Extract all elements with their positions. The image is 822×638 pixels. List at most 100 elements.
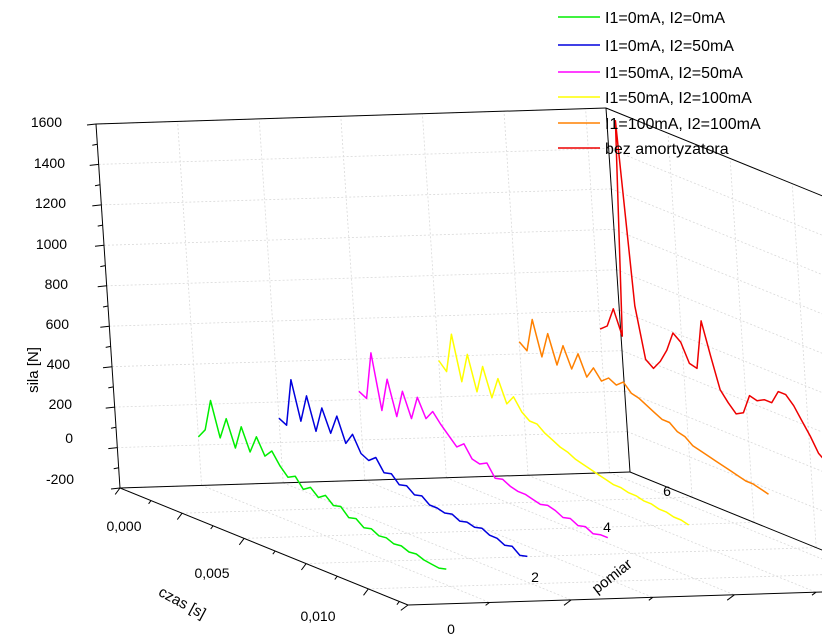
- series-lines: [197, 119, 822, 570]
- gridline: [791, 183, 817, 548]
- gridline: [283, 482, 572, 601]
- x-axis-title: czas [s]: [156, 584, 209, 623]
- z-tick-label: 600: [46, 316, 70, 332]
- y-tick-labels: 0 2 4 6: [447, 483, 671, 637]
- z-tick: [92, 143, 98, 146]
- y-tick-label: 2: [531, 569, 539, 585]
- y-tick: [485, 602, 490, 606]
- y-tick-label: 4: [603, 519, 611, 535]
- series-line: [197, 399, 447, 570]
- x-tick: [148, 500, 152, 505]
- x-tick: [396, 601, 400, 606]
- gridline: [201, 485, 490, 603]
- z-tick: [105, 345, 111, 348]
- gridline: [114, 390, 625, 408]
- gridline: [629, 471, 822, 551]
- z-tick-label: -200: [46, 471, 74, 487]
- gridline: [621, 350, 822, 433]
- gridline: [667, 133, 693, 498]
- gridline: [177, 121, 202, 486]
- x-tick: [176, 512, 183, 520]
- z-tick: [100, 265, 106, 268]
- gridline: [111, 350, 623, 368]
- x-tick: [334, 575, 338, 580]
- z-tick: [108, 386, 114, 389]
- x-tick: [210, 525, 214, 530]
- z-tick: [113, 467, 119, 470]
- x-tick-label: 0,005: [194, 565, 229, 581]
- legend-label: I1=0mA, I2=0mA: [605, 10, 725, 27]
- z-tick-label: 0: [65, 430, 73, 446]
- gridline: [527, 474, 817, 593]
- gridline: [103, 228, 615, 246]
- frame-edge: [629, 471, 822, 551]
- x-tick: [300, 563, 307, 571]
- series-line: [278, 378, 528, 558]
- z-tick: [94, 184, 101, 187]
- z-tick-label: 200: [49, 396, 73, 412]
- frame-edge: [407, 591, 822, 606]
- gridline: [98, 148, 609, 165]
- z-tick: [86, 123, 97, 126]
- gridline: [608, 148, 822, 236]
- x-tick: [238, 538, 245, 546]
- gridline: [585, 108, 610, 473]
- gridline: [258, 118, 284, 483]
- gridline: [611, 188, 822, 275]
- z-axis-title: sila [N]: [25, 347, 42, 393]
- z-tick-labels: 1600 1400 1200 1000 800 600 400 200 0 -2…: [31, 114, 74, 487]
- series-line: [438, 333, 690, 526]
- frame-edge: [605, 107, 631, 473]
- frame-edge: [119, 487, 409, 606]
- legend-label: I1=50mA, I2=100mA: [605, 90, 752, 107]
- frame-edge: [119, 471, 631, 489]
- gridline: [729, 158, 755, 523]
- series-line: [518, 318, 769, 495]
- y-tick-label: 0: [447, 621, 455, 637]
- x-tick-labels: 0,000 0,005 0,010: [106, 518, 335, 624]
- gridline: [368, 574, 822, 590]
- gridline: [101, 188, 612, 206]
- y-tick: [648, 596, 654, 601]
- gridline: [619, 309, 822, 393]
- plot-frame: [95, 107, 822, 606]
- gridline: [340, 116, 366, 481]
- z-tick-label: 1200: [35, 195, 66, 211]
- gridline: [306, 547, 817, 564]
- x-tick: [363, 588, 369, 596]
- y-axis-title: pomiar: [589, 556, 636, 598]
- frame-edge: [605, 107, 822, 197]
- z-tick: [110, 426, 117, 429]
- z-tick-label: 1600: [31, 114, 62, 130]
- z-tick-label: 1400: [34, 155, 65, 171]
- z-tick: [94, 244, 105, 247]
- z-tick: [105, 406, 115, 409]
- z-tick-label: 400: [47, 356, 71, 372]
- frame-edge: [95, 107, 607, 125]
- gridline: [503, 111, 529, 476]
- z-tick: [97, 224, 103, 227]
- y-tick: [726, 594, 735, 601]
- gridline: [613, 228, 822, 315]
- gridline: [422, 113, 447, 478]
- gridline: [117, 431, 628, 448]
- z-tick: [100, 325, 110, 328]
- z-tick: [97, 285, 107, 288]
- gridline: [609, 472, 822, 560]
- legend-label: bez amortyzatora: [605, 141, 729, 158]
- x-tick: [114, 487, 121, 495]
- y-tick: [563, 599, 572, 606]
- axis-ticks: [86, 123, 817, 611]
- z-tick: [108, 447, 118, 450]
- gridline: [109, 309, 620, 327]
- legend: I1=0mA, I2=0mA I1=0mA, I2=50mA I1=50mA, …: [558, 10, 761, 158]
- y-tick-label: 6: [663, 483, 671, 499]
- gridline: [106, 269, 617, 287]
- z-tick: [92, 204, 102, 207]
- gridline: [627, 431, 822, 512]
- gridline: [182, 496, 693, 514]
- legend-label: I1=100mA, I2=100mA: [605, 116, 761, 133]
- gridline: [446, 477, 735, 596]
- x-tick-label: 0,010: [300, 608, 335, 624]
